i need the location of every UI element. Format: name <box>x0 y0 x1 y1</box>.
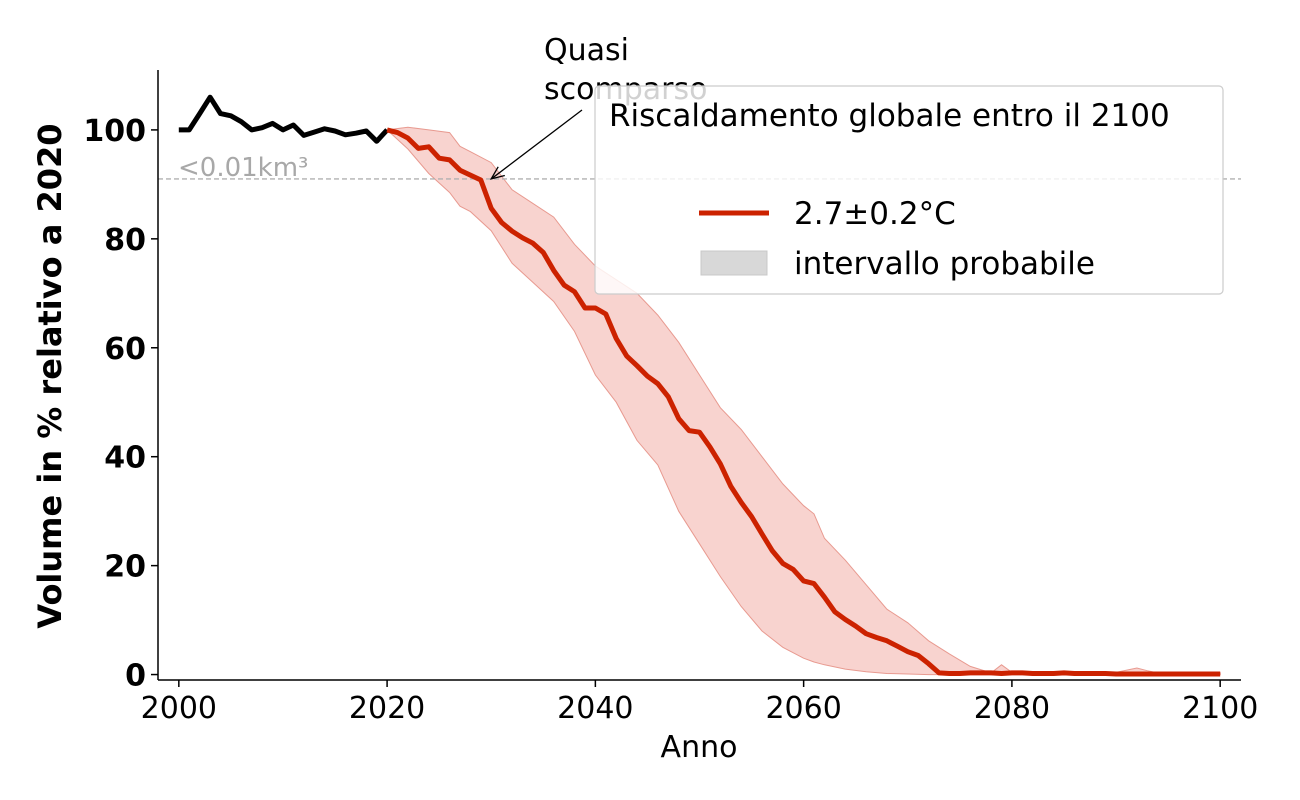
x-tick-label: 2040 <box>557 691 633 726</box>
annotation-arrow <box>490 109 583 180</box>
x-tick-label: 2080 <box>974 691 1050 726</box>
legend-title: Riscaldamento globale entro il 2100 <box>609 98 1170 134</box>
y-tick-label: 60 <box>104 332 146 367</box>
x-tick-label: 2060 <box>765 691 841 726</box>
x-tick-label: 2100 <box>1182 691 1258 726</box>
y-tick-label: 40 <box>104 441 146 476</box>
threshold-label: <0.01km³ <box>178 153 308 183</box>
historical-line <box>178 94 389 144</box>
x-tick-label: 2020 <box>349 691 425 726</box>
x-ticks: 2000 2020 2040 2060 2080 2100 <box>141 680 1258 726</box>
projection-line <box>386 127 1221 677</box>
y-ticks: 0 20 40 60 80 100 <box>83 114 158 694</box>
x-axis-title: Anno <box>661 730 738 765</box>
legend-band-label: intervallo probabile <box>794 246 1095 282</box>
y-tick-label: 100 <box>83 114 146 149</box>
legend-band-swatch <box>700 250 768 276</box>
x-tick-label: 2000 <box>141 691 217 726</box>
legend: Riscaldamento globale entro il 2100 2.7±… <box>594 85 1224 295</box>
line-layer <box>178 94 1221 677</box>
annotation-text-line-1: Quasi <box>544 33 629 68</box>
annotation-arrowhead <box>489 166 505 180</box>
y-axis-title: Volume in % relativo a 2020 <box>31 123 69 628</box>
y-tick-label: 20 <box>104 550 146 585</box>
legend-projection-label: 2.7±0.2°C <box>794 196 956 232</box>
y-tick-label: 80 <box>104 223 146 258</box>
y-tick-label: 0 <box>125 659 146 694</box>
legend-frame <box>594 85 1224 295</box>
